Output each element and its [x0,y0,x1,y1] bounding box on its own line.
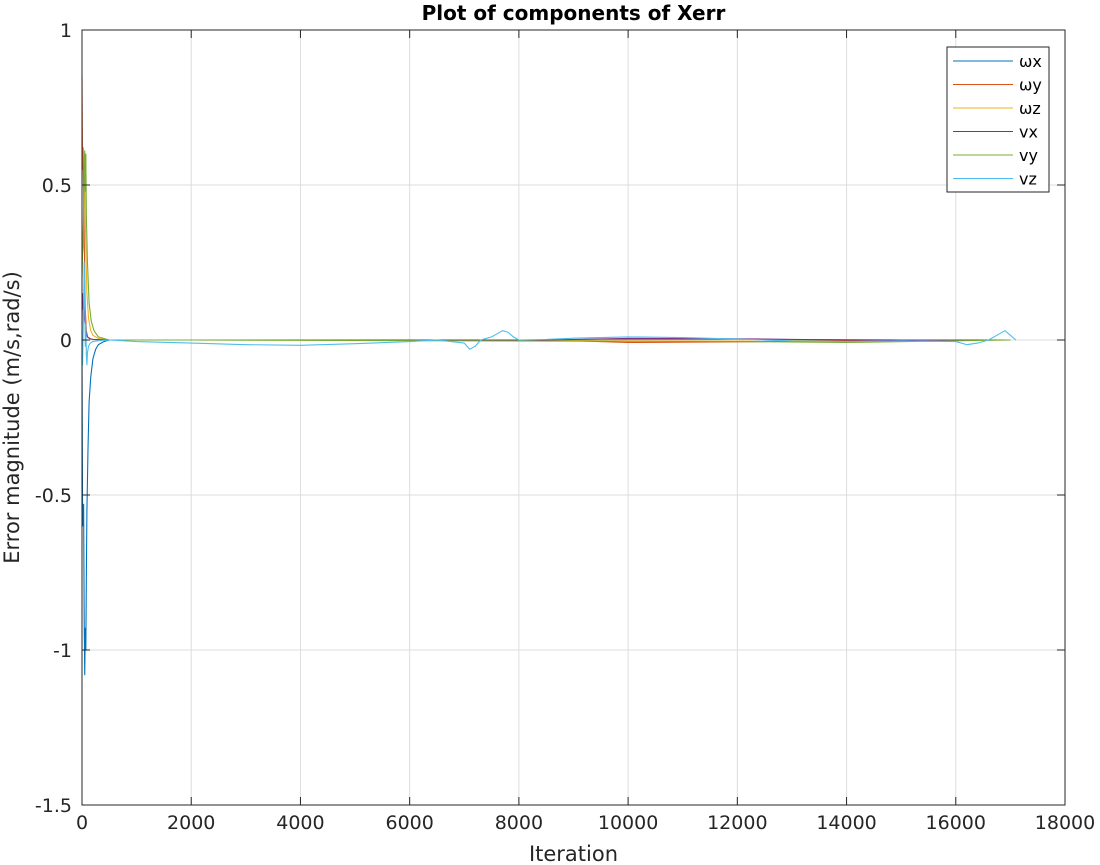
x-tick-label: 2000 [167,812,215,834]
y-tick-label: 0 [60,330,72,352]
chart-title: Plot of components of Xerr [422,1,726,25]
x-tick-label: 8000 [495,812,543,834]
axes-box [81,29,1066,806]
series-lines [81,76,1017,676]
series-line-vy [81,150,1011,344]
axis-ticks: 0 2000 4000 6000 8000 10000 12000 14000 16000 180… [35,20,1095,834]
x-axis-label: Iteration [529,842,618,865]
legend-label: ωx [1019,52,1042,71]
x-tick-label: 18000 [1035,812,1095,834]
legend-box [946,46,1050,193]
legend-label: ωz [1019,99,1041,118]
x-tick-label: 12000 [707,812,767,834]
x-tick-label: 10000 [598,812,658,834]
y-tick-label: 0.5 [42,175,72,197]
y-tick-label: 1 [60,20,72,42]
legend-label: vy [1019,146,1038,165]
x-tick-label: 14000 [816,812,876,834]
y-tick-label: -1.5 [35,795,72,817]
y-tick-label: -0.5 [35,485,72,507]
x-tick-label: 6000 [385,812,433,834]
plot-area [82,30,1065,805]
legend-label: ωy [1019,76,1042,95]
series-line-vz [81,261,1017,366]
x-tick-label: 0 [76,812,88,834]
x-tick-label: 16000 [926,812,986,834]
y-tick-label: -1 [53,640,72,662]
legend-label: vx [1019,123,1038,142]
y-axis-label: Error magnitude (m/s,rad/s) [0,271,24,564]
legend-label: vz [1019,170,1037,189]
legend: ωx ωy ωz vx vy vz [946,46,1050,193]
x-tick-label: 4000 [276,812,324,834]
